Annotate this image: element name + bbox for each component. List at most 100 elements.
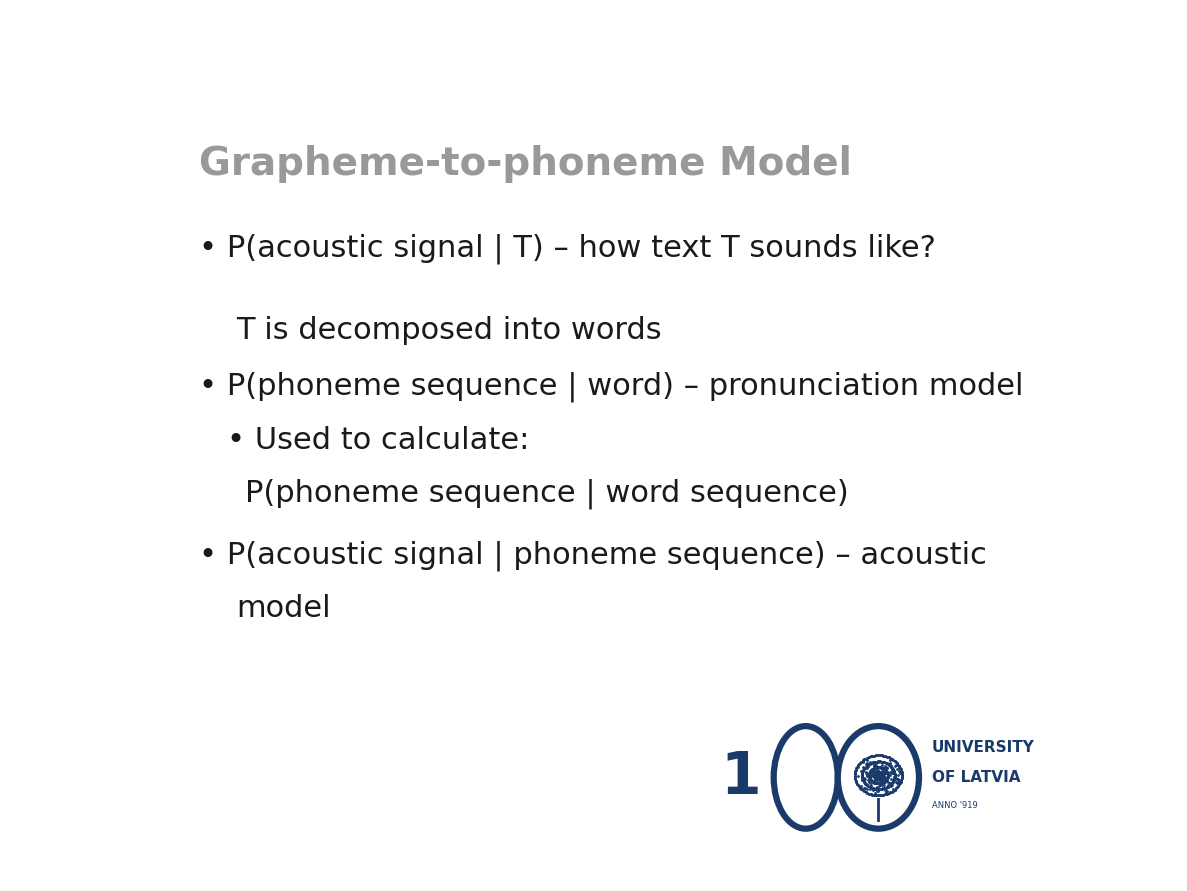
Point — [857, 778, 876, 792]
Point — [874, 773, 893, 788]
Point — [888, 775, 907, 789]
Point — [872, 748, 891, 763]
Point — [856, 772, 875, 787]
Point — [874, 768, 893, 782]
Point — [883, 765, 902, 780]
Point — [874, 771, 893, 785]
Point — [870, 778, 889, 792]
Point — [864, 769, 883, 783]
Point — [856, 757, 875, 772]
Point — [878, 769, 897, 783]
Point — [869, 760, 888, 774]
Point — [878, 767, 897, 781]
Point — [867, 771, 886, 785]
Point — [877, 772, 896, 786]
Point — [881, 756, 900, 770]
Point — [886, 768, 904, 782]
Point — [853, 753, 872, 767]
Point — [853, 764, 872, 778]
Point — [865, 770, 884, 784]
Point — [846, 773, 865, 788]
Point — [868, 764, 887, 779]
Text: ANNO '919: ANNO '919 — [932, 801, 978, 810]
Point — [887, 755, 906, 769]
Point — [861, 780, 880, 794]
Point — [865, 761, 884, 775]
Point — [872, 765, 891, 780]
Point — [886, 782, 904, 797]
Point — [870, 754, 889, 768]
Point — [881, 785, 900, 799]
Point — [851, 764, 870, 778]
Point — [884, 772, 903, 786]
Point — [869, 766, 888, 781]
Point — [868, 766, 887, 781]
Point — [868, 782, 887, 797]
Point — [886, 754, 904, 768]
Point — [861, 781, 880, 795]
Point — [862, 763, 881, 777]
Point — [868, 766, 887, 781]
Text: • P(acoustic signal | T) – how text T sounds like?: • P(acoustic signal | T) – how text T so… — [199, 233, 935, 265]
Point — [868, 772, 887, 787]
Point — [876, 788, 895, 802]
Point — [853, 771, 872, 785]
Point — [890, 776, 909, 790]
Point — [867, 771, 886, 785]
Point — [869, 770, 888, 784]
Point — [846, 761, 865, 775]
Point — [865, 786, 884, 800]
Point — [870, 764, 889, 779]
Point — [861, 772, 880, 787]
Point — [880, 779, 899, 793]
Point — [861, 756, 880, 770]
Point — [870, 755, 889, 769]
Point — [855, 775, 874, 789]
Point — [871, 776, 890, 790]
Point — [859, 766, 878, 781]
Point — [874, 788, 893, 802]
Point — [867, 771, 886, 785]
Point — [871, 773, 890, 788]
Point — [864, 775, 883, 789]
Point — [865, 772, 884, 786]
Point — [889, 757, 908, 772]
Point — [875, 781, 894, 796]
Point — [859, 766, 878, 781]
Point — [863, 781, 882, 796]
Point — [868, 767, 887, 781]
Point — [865, 770, 884, 784]
Point — [855, 774, 874, 789]
Point — [871, 764, 890, 779]
Point — [868, 769, 887, 783]
Point — [874, 767, 893, 781]
Point — [874, 775, 893, 789]
Point — [877, 756, 896, 771]
Point — [845, 771, 864, 785]
Point — [861, 765, 880, 780]
Point — [859, 750, 878, 764]
Point — [857, 761, 876, 775]
Point — [881, 764, 900, 779]
Point — [875, 769, 894, 783]
Point — [852, 770, 871, 784]
Point — [875, 764, 894, 778]
Point — [886, 766, 904, 781]
Point — [868, 769, 887, 783]
Point — [890, 766, 909, 781]
Point — [872, 766, 891, 781]
Point — [864, 758, 883, 772]
Point — [867, 757, 886, 772]
Point — [872, 761, 891, 775]
Point — [856, 785, 875, 799]
Point — [851, 781, 870, 796]
Point — [865, 766, 884, 781]
Point — [870, 780, 889, 794]
Point — [853, 755, 872, 769]
Point — [868, 776, 887, 790]
Point — [867, 781, 886, 796]
Point — [886, 769, 904, 783]
Point — [883, 775, 902, 789]
Point — [867, 770, 886, 784]
Point — [872, 767, 891, 781]
